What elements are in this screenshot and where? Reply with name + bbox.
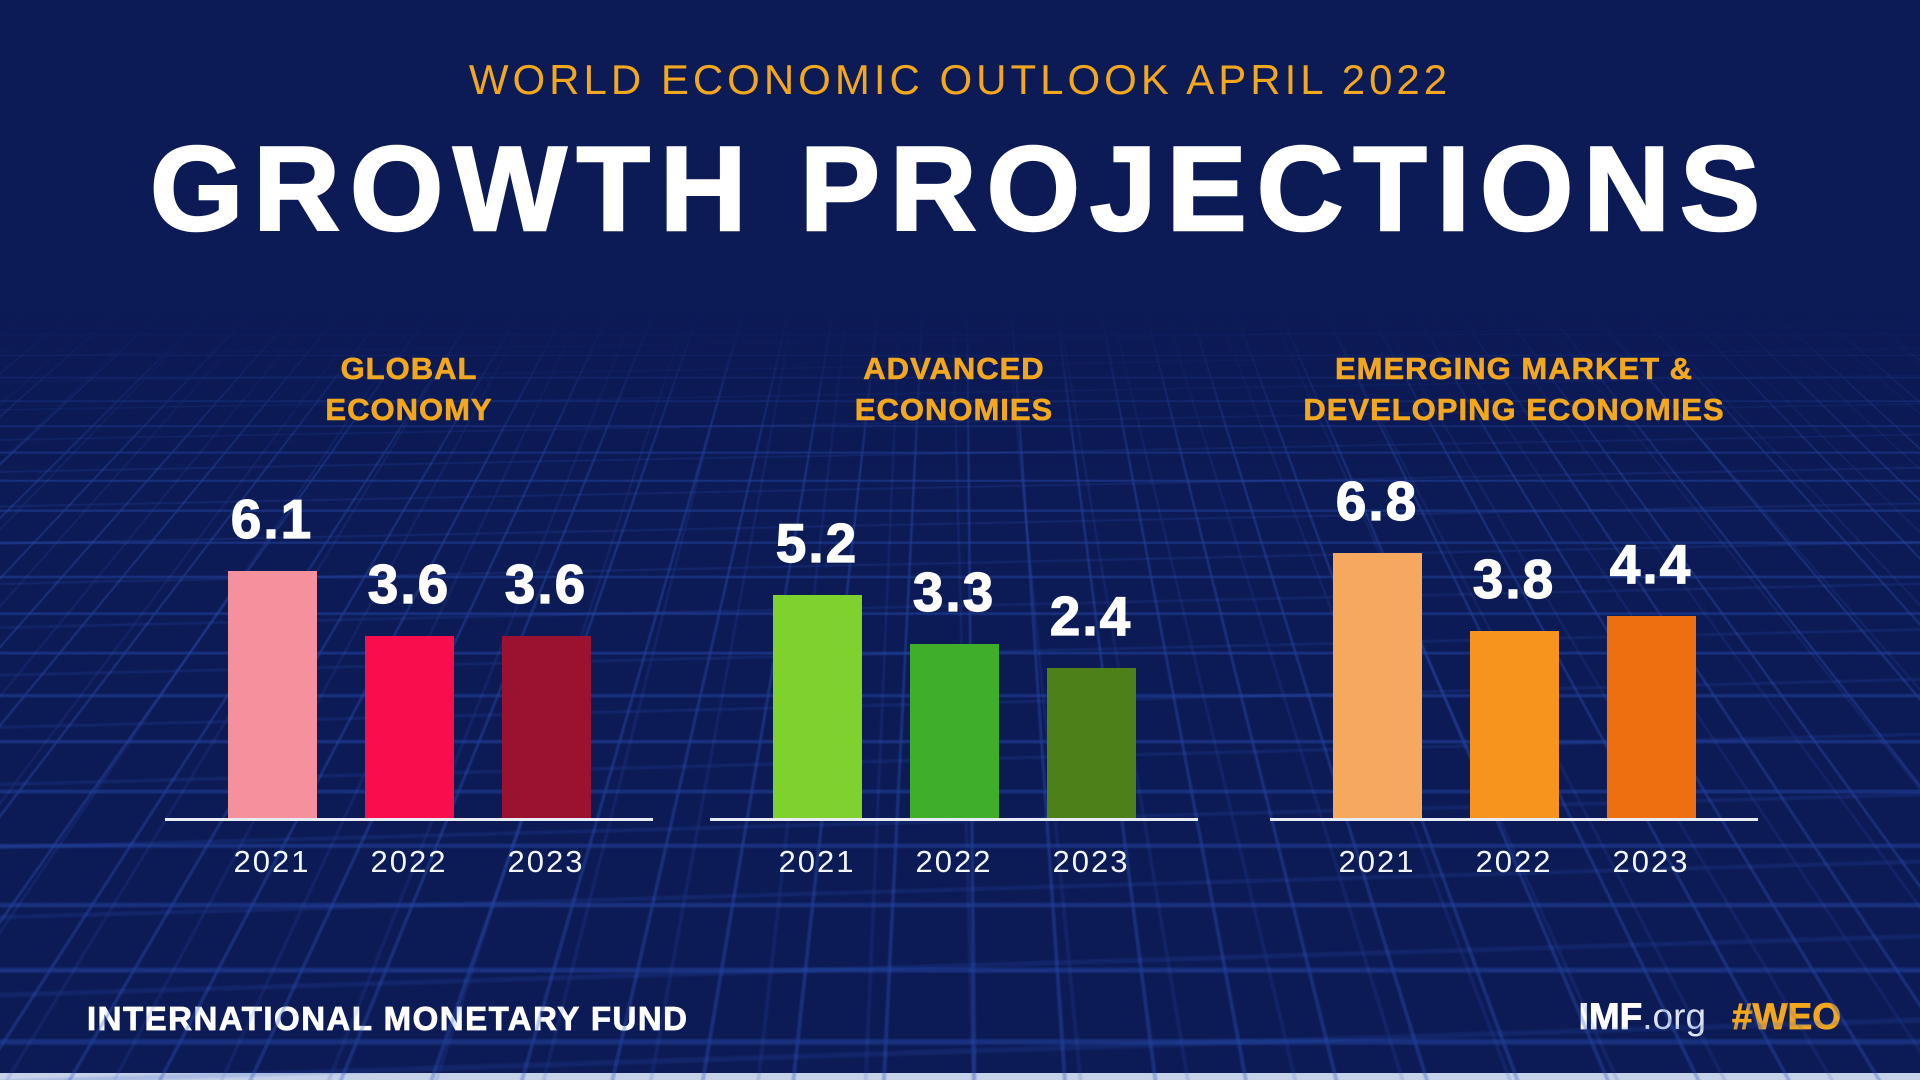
bar-value-label: 6.8 xyxy=(1335,470,1419,532)
bar-2021 xyxy=(227,571,317,820)
bar-column-2023: 3.6 xyxy=(501,553,591,820)
footer-links: IMF.org #WEO xyxy=(1578,996,1842,1037)
year-labels-row: 2021 2022 2023 xyxy=(129,844,689,880)
axis-baseline xyxy=(1270,818,1758,821)
year-label: 2023 xyxy=(1052,844,1130,879)
axis-baseline xyxy=(165,818,653,821)
year-label: 2021 xyxy=(778,844,856,879)
bar-column-2021: 6.8 xyxy=(1332,470,1422,820)
bar-2023 xyxy=(1046,668,1136,820)
imf-label-bold: IMF xyxy=(1578,996,1643,1037)
weo-hashtag: #WEO xyxy=(1732,996,1842,1037)
mesh-horizon-fade xyxy=(0,295,1920,465)
axis-baseline xyxy=(710,818,1198,821)
year-label: 2022 xyxy=(1475,844,1553,879)
chart-group-advanced-economies: ADVANCED ECONOMIES 5.2 3.3 2.4 2021 2022… xyxy=(674,348,1234,908)
bar-2022 xyxy=(364,636,454,820)
chart-group-emerging-developing: EMERGING MARKET & DEVELOPING ECONOMIES 6… xyxy=(1234,348,1794,908)
year-label: 2022 xyxy=(915,844,993,879)
bar-column-2021: 6.1 xyxy=(227,488,317,820)
group-title-emerging-developing: EMERGING MARKET & DEVELOPING ECONOMIES xyxy=(1234,348,1794,430)
bar-column-2022: 3.3 xyxy=(909,561,999,820)
bars-row: 5.2 3.3 2.4 xyxy=(674,348,1234,820)
bottom-accent-strip xyxy=(0,1073,1920,1080)
group-title-global-economy: GLOBAL ECONOMY xyxy=(129,348,689,430)
group-title-line: ECONOMIES xyxy=(854,392,1054,428)
year-label: 2022 xyxy=(370,844,448,879)
bar-2023 xyxy=(1606,616,1696,820)
bar-value-label: 6.1 xyxy=(230,488,314,550)
bar-2021 xyxy=(772,595,862,820)
bar-2021 xyxy=(1332,553,1422,820)
bar-column-2023: 2.4 xyxy=(1046,585,1136,820)
bars-row: 6.1 3.6 3.6 xyxy=(129,348,689,820)
group-title-line: ADVANCED xyxy=(863,351,1045,387)
bar-value-label: 5.2 xyxy=(775,512,859,574)
group-title-line: GLOBAL xyxy=(340,351,478,387)
bar-2022 xyxy=(909,644,999,820)
year-label: 2021 xyxy=(233,844,311,879)
footer-organization: INTERNATIONAL MONETARY FUND xyxy=(87,1000,689,1038)
year-label: 2023 xyxy=(1612,844,1690,879)
bar-value-label: 2.4 xyxy=(1049,585,1133,647)
bar-column-2021: 5.2 xyxy=(772,512,862,820)
year-label: 2023 xyxy=(507,844,585,879)
imf-org-label: IMF.org xyxy=(1578,996,1707,1037)
chart-group-global-economy: GLOBAL ECONOMY 6.1 3.6 3.6 2021 2022 202… xyxy=(129,348,689,908)
bar-2023 xyxy=(501,636,591,820)
group-title-line: ECONOMY xyxy=(325,392,493,428)
bar-value-label: 3.3 xyxy=(912,561,996,623)
bar-column-2022: 3.6 xyxy=(364,553,454,820)
group-title-line: EMERGING MARKET & xyxy=(1335,351,1693,387)
org-suffix: .org xyxy=(1642,996,1707,1037)
bar-value-label: 3.6 xyxy=(504,553,588,615)
bar-value-label: 4.4 xyxy=(1609,533,1693,595)
bar-column-2022: 3.8 xyxy=(1469,548,1559,820)
kicker-subtitle: WORLD ECONOMIC OUTLOOK APRIL 2022 xyxy=(468,56,1452,103)
group-title-line: DEVELOPING ECONOMIES xyxy=(1303,392,1725,428)
page-title: GROWTH PROJECTIONS xyxy=(149,122,1771,256)
year-labels-row: 2021 2022 2023 xyxy=(1234,844,1794,880)
bar-value-label: 3.8 xyxy=(1472,548,1556,610)
bar-value-label: 3.6 xyxy=(367,553,451,615)
bars-row: 6.8 3.8 4.4 xyxy=(1234,348,1794,820)
year-labels-row: 2021 2022 2023 xyxy=(674,844,1234,880)
year-label: 2021 xyxy=(1338,844,1416,879)
group-title-advanced-economies: ADVANCED ECONOMIES xyxy=(674,348,1234,430)
bar-2022 xyxy=(1469,631,1559,820)
bar-column-2023: 4.4 xyxy=(1606,533,1696,820)
